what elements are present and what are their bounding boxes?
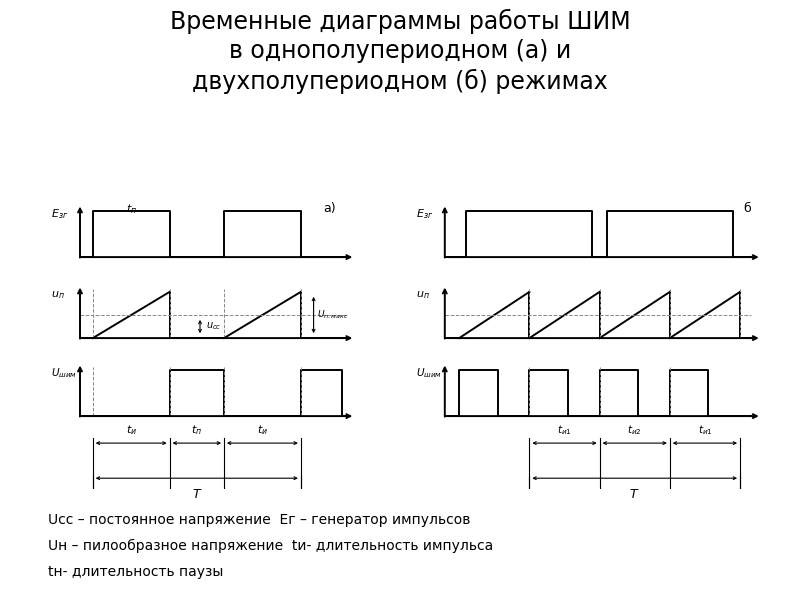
Text: Временные диаграммы работы ШИМ: Временные диаграммы работы ШИМ <box>170 9 630 34</box>
Text: $t_{и1}$: $t_{и1}$ <box>557 423 572 437</box>
Text: $u_{сс}$: $u_{сс}$ <box>206 320 222 332</box>
Text: $t_и$: $t_и$ <box>257 423 268 437</box>
Text: $t_{и1}$: $t_{и1}$ <box>698 423 712 437</box>
Text: $U_{шим}$: $U_{шим}$ <box>416 366 442 380</box>
Text: $t_{и2}$: $t_{и2}$ <box>627 423 642 437</box>
Text: $t_п$: $t_п$ <box>126 202 137 216</box>
Text: $u_п$: $u_п$ <box>416 289 430 301</box>
Text: $U_{шим}$: $U_{шим}$ <box>51 366 78 380</box>
Text: $T$: $T$ <box>191 488 202 501</box>
Text: $u_п$: $u_п$ <box>51 289 65 301</box>
Text: Uн – пилообразное напряжение  tи- длительность импульса: Uн – пилообразное напряжение tи- длитель… <box>48 539 494 553</box>
Text: $E_{зг}$: $E_{зг}$ <box>51 208 69 221</box>
Text: $U_{п.макс}$: $U_{п.макс}$ <box>317 309 349 321</box>
Text: $t_п$: $t_п$ <box>191 423 202 437</box>
Text: а): а) <box>323 202 336 215</box>
Text: tн- длительность паузы: tн- длительность паузы <box>48 565 223 578</box>
Text: $T$: $T$ <box>630 488 640 501</box>
Text: двухполупериодном (б) режимах: двухполупериодном (б) режимах <box>192 69 608 94</box>
Text: в однополупериодном (а) и: в однополупериодном (а) и <box>229 39 571 63</box>
Text: б: б <box>743 202 750 215</box>
Text: $E_{зг}$: $E_{зг}$ <box>416 208 434 221</box>
Text: $t_и$: $t_и$ <box>126 423 137 437</box>
Text: Ucc – постоянное напряжение  Ег – генератор импульсов: Ucc – постоянное напряжение Ег – генерат… <box>48 513 470 527</box>
